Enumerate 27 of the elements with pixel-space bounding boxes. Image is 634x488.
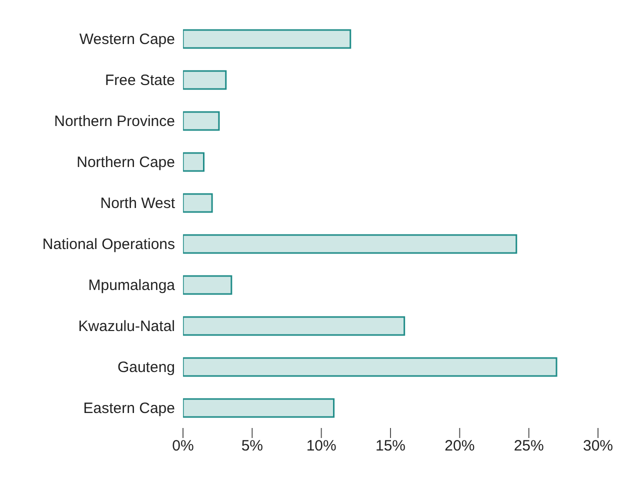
bar bbox=[183, 398, 335, 418]
bar bbox=[183, 316, 406, 336]
y-tick-label: Kwazulu-Natal bbox=[78, 318, 175, 335]
y-tick-label: Free State bbox=[104, 72, 175, 89]
y-tick-label: Northern Province bbox=[54, 112, 175, 130]
x-tick-label: 25% bbox=[514, 438, 544, 455]
bar bbox=[183, 357, 558, 377]
x-tick-label: 0% bbox=[172, 438, 194, 455]
bar bbox=[183, 234, 518, 254]
x-tick-label: 5% bbox=[241, 438, 264, 455]
y-tick-label: National Operations bbox=[42, 236, 175, 253]
y-tick-label: Mpumalanga bbox=[88, 276, 176, 294]
y-tick-label: Western Cape bbox=[79, 30, 175, 48]
y-tick-label: North West bbox=[100, 194, 176, 212]
x-tick-label: 20% bbox=[444, 438, 475, 455]
x-tick-label: 10% bbox=[306, 438, 336, 455]
bar bbox=[183, 111, 220, 131]
x-tick-label: 15% bbox=[375, 438, 406, 455]
y-tick-label: Northern Cape bbox=[76, 154, 175, 171]
bar bbox=[183, 29, 352, 49]
bar bbox=[183, 193, 213, 213]
x-tick-label: 30% bbox=[582, 438, 614, 455]
bar bbox=[183, 70, 227, 90]
bar bbox=[183, 152, 204, 172]
y-tick-label: Eastern Cape bbox=[83, 400, 175, 417]
bar bbox=[183, 275, 232, 295]
y-tick-label: Gauteng bbox=[117, 358, 175, 376]
